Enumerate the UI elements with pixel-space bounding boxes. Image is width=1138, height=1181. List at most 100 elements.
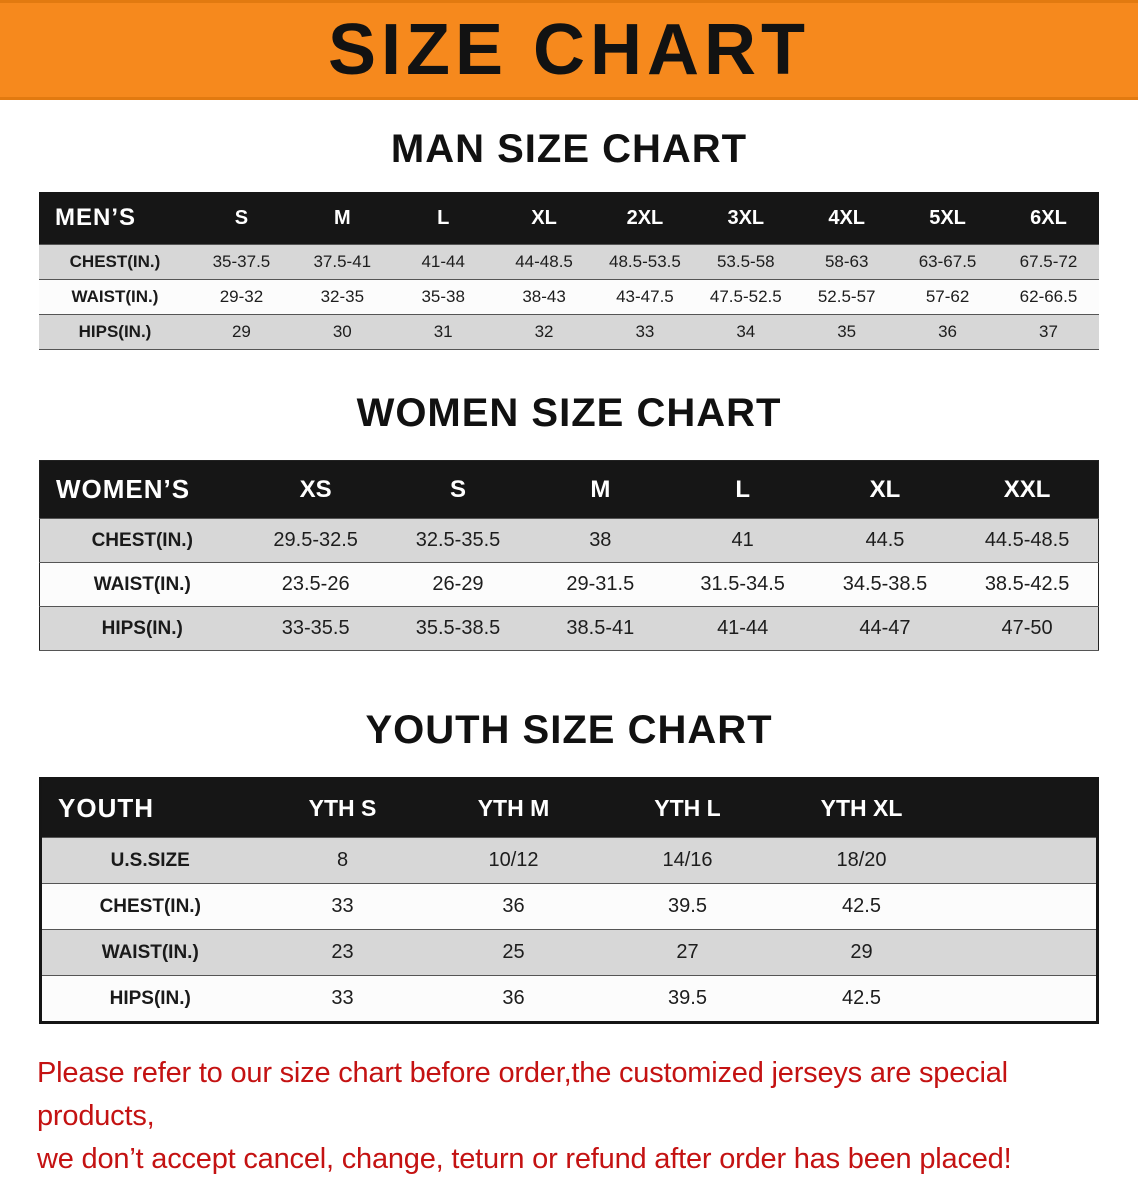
- size-cell: 29.5-32.5: [273, 529, 358, 551]
- size-cell: 29: [850, 941, 873, 963]
- men-col-header: 6XL: [1030, 206, 1067, 229]
- cell-spacer: [949, 976, 1098, 1023]
- row-label: HIPS(IN.): [109, 987, 191, 1009]
- size-cell: 10/12: [488, 849, 539, 871]
- women-col-header: M: [590, 475, 611, 503]
- row-label: U.S.SIZE: [110, 849, 190, 871]
- women-col-header: XL: [869, 475, 901, 503]
- row-label: HIPS(IN.): [101, 617, 183, 639]
- banner-title: SIZE CHART: [328, 10, 810, 90]
- disclaimer-line-1: Please refer to our size chart before or…: [37, 1057, 1008, 1132]
- size-cell: 36: [938, 322, 958, 341]
- women-section: WOMEN SIZE CHART WOMEN’S XS S M L XL XXL…: [0, 390, 1138, 651]
- size-cell: 44.5-48.5: [984, 529, 1070, 551]
- size-cell: 36: [502, 895, 525, 917]
- women-col-header: S: [449, 475, 466, 503]
- size-cell: 47-50: [1001, 617, 1053, 639]
- size-cell: 34.5-38.5: [842, 573, 928, 595]
- youth-ussize-row: U.S.SIZE 8 10/12 14/16 18/20: [40, 837, 1098, 884]
- size-cell: 35: [837, 322, 857, 341]
- men-col-header: S: [234, 206, 249, 229]
- men-section-heading: MAN SIZE CHART: [390, 127, 748, 171]
- men-col-header: XL: [531, 206, 557, 229]
- size-cell: 42.5: [842, 895, 881, 917]
- youth-size-table: YOUTH YTH S YTH M YTH L YTH XL U.S.SIZE …: [39, 777, 1099, 1024]
- youth-corner-label: YOUTH: [58, 793, 154, 823]
- cell-spacer: [949, 838, 1098, 884]
- size-cell: 33: [331, 987, 354, 1009]
- women-col-header: XS: [299, 475, 332, 503]
- size-cell: 52.5-57: [817, 287, 876, 306]
- men-col-header: M: [333, 206, 351, 229]
- size-cell: 42.5: [842, 987, 881, 1009]
- size-cell: 63-67.5: [918, 252, 977, 271]
- size-cell: 31: [433, 322, 453, 341]
- row-label: CHEST(IN.): [69, 252, 161, 271]
- size-cell: 25: [502, 941, 525, 963]
- men-size-table: MEN’S S M L XL 2XL 3XL 4XL 5XL 6XL CHEST…: [39, 192, 1099, 350]
- size-cell: 36: [502, 987, 525, 1009]
- size-cell: 14/16: [662, 849, 713, 871]
- youth-waist-row: WAIST(IN.) 23 25 27 29: [40, 929, 1098, 976]
- youth-section: YOUTH SIZE CHART YOUTH YTH S YTH M YTH L…: [0, 707, 1138, 1024]
- size-chart-banner: SIZE CHART: [0, 0, 1138, 100]
- men-col-header: 5XL: [929, 206, 966, 229]
- row-label: CHEST(IN.): [91, 529, 193, 551]
- size-cell: 41-44: [421, 252, 465, 271]
- size-cell: 44-48.5: [515, 252, 573, 271]
- size-cell: 37: [1039, 322, 1058, 341]
- men-chest-row: CHEST(IN.) 35-37.5 37.5-41 41-44 44-48.5…: [39, 244, 1099, 280]
- men-hips-row: HIPS(IN.) 29 30 31 32 33 34 35 36 37: [39, 314, 1099, 350]
- size-cell: 43-47.5: [616, 287, 674, 306]
- size-cell: 62-66.5: [1019, 287, 1078, 306]
- youth-col-header: YTH L: [654, 795, 721, 821]
- size-cell: 38: [589, 529, 612, 551]
- size-cell: 33: [635, 322, 655, 341]
- cell-spacer: [949, 930, 1098, 976]
- size-cell: 38.5-41: [566, 617, 635, 639]
- disclaimer-line-2: we don’t accept cancel, change, teturn o…: [37, 1143, 1012, 1175]
- size-cell: 29-31.5: [566, 573, 635, 595]
- size-cell: 38-43: [522, 287, 566, 306]
- youth-hips-row: HIPS(IN.) 33 36 39.5 42.5: [40, 975, 1098, 1023]
- women-waist-row: WAIST(IN.) 23.5-26 26-29 29-31.5 31.5-34…: [39, 562, 1099, 607]
- men-header-row: MEN’S S M L XL 2XL 3XL 4XL 5XL 6XL: [39, 192, 1099, 245]
- row-label: WAIST(IN.): [71, 287, 159, 306]
- row-label: HIPS(IN.): [78, 322, 152, 341]
- size-cell: 44-47: [859, 617, 911, 639]
- size-cell: 35-37.5: [212, 252, 271, 271]
- size-cell: 23.5-26: [281, 573, 350, 595]
- men-waist-row: WAIST(IN.) 29-32 32-35 35-38 38-43 43-47…: [39, 279, 1099, 315]
- size-cell: 41: [731, 529, 754, 551]
- size-cell: 58-63: [824, 252, 869, 271]
- size-cell: 44.5: [865, 529, 905, 551]
- size-cell: 27: [676, 941, 699, 963]
- women-hips-row: HIPS(IN.) 33-35.5 35.5-38.5 38.5-41 41-4…: [39, 606, 1099, 651]
- size-cell: 39.5: [668, 895, 707, 917]
- size-cell: 30: [332, 322, 352, 341]
- size-cell: 32: [534, 322, 554, 341]
- size-cell: 26-29: [432, 573, 484, 595]
- row-label: WAIST(IN.): [101, 941, 199, 963]
- women-chest-row: CHEST(IN.) 29.5-32.5 32.5-35.5 38 41 44.…: [39, 518, 1099, 563]
- size-cell: 35-38: [421, 287, 465, 306]
- size-cell: 38.5-42.5: [984, 573, 1070, 595]
- youth-col-header: YTH XL: [820, 795, 903, 821]
- row-label: CHEST(IN.): [99, 895, 201, 917]
- youth-chest-row: CHEST(IN.) 33 36 39.5 42.5: [40, 883, 1098, 930]
- women-col-header: L: [735, 475, 750, 503]
- women-corner-label: WOMEN’S: [56, 474, 191, 504]
- size-cell: 8: [336, 849, 349, 871]
- youth-section-heading: YOUTH SIZE CHART: [365, 708, 773, 752]
- men-section: MAN SIZE CHART MEN’S S M L XL 2XL 3XL 4X…: [0, 126, 1138, 350]
- size-cell: 39.5: [668, 987, 707, 1009]
- size-cell: 53.5-58: [716, 252, 775, 271]
- size-cell: 32-35: [320, 287, 365, 306]
- row-label: WAIST(IN.): [93, 573, 191, 595]
- men-corner-label: MEN’S: [55, 204, 137, 231]
- size-cell: 23: [331, 941, 354, 963]
- women-col-header: XXL: [1003, 475, 1051, 503]
- men-col-header: 3XL: [727, 206, 765, 229]
- men-col-header: 4XL: [828, 206, 866, 229]
- youth-col-header: YTH M: [477, 795, 550, 821]
